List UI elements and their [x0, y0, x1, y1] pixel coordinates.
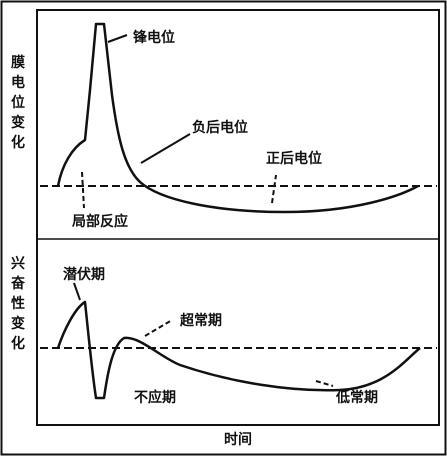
refractory-label: 不应期: [134, 389, 176, 406]
excitability-axis-char: 化: [11, 335, 25, 352]
excitability-curve: [56, 300, 421, 400]
negative-after-leader: [140, 133, 191, 164]
positive-after-leader: [271, 174, 277, 204]
excitability-axis-char: 奋: [10, 275, 26, 292]
membrane-axis-char: 化: [11, 134, 25, 151]
spike-leader: [107, 34, 128, 43]
x-axis-label: 时间: [224, 431, 252, 448]
membrane-axis-char: 变: [11, 114, 25, 131]
plot-box: [36, 9, 440, 426]
excitability-axis-char: 兴: [11, 255, 25, 272]
local-response-label: 局部反应: [72, 213, 128, 230]
supernormal-leader: [144, 319, 173, 337]
latent-leader: [73, 282, 81, 301]
excitability-axis-char: 变: [11, 315, 25, 332]
local-response-leader: [81, 171, 85, 209]
latent-label: 潜伏期: [63, 266, 105, 283]
subnormal-leader: [315, 380, 334, 387]
negative-after-label: 负后电位: [192, 119, 248, 136]
membrane-potential-curve: [56, 22, 419, 214]
membrane-axis-char: 膜: [11, 54, 25, 71]
positive-after-label: 正后电位: [266, 150, 322, 167]
subnormal-label: 低常期: [335, 389, 378, 406]
excitability-axis-label: 兴 奋 性 变 化: [10, 255, 26, 352]
excitability-axis-char: 性: [11, 295, 25, 312]
membrane-axis-char: 电: [11, 74, 25, 91]
membrane-axis-label: 膜 电 位 变 化: [11, 54, 25, 151]
supernormal-label: 超常期: [179, 312, 222, 329]
membrane-axis-char: 位: [11, 94, 25, 111]
spike-label: 锋电位: [133, 29, 175, 46]
